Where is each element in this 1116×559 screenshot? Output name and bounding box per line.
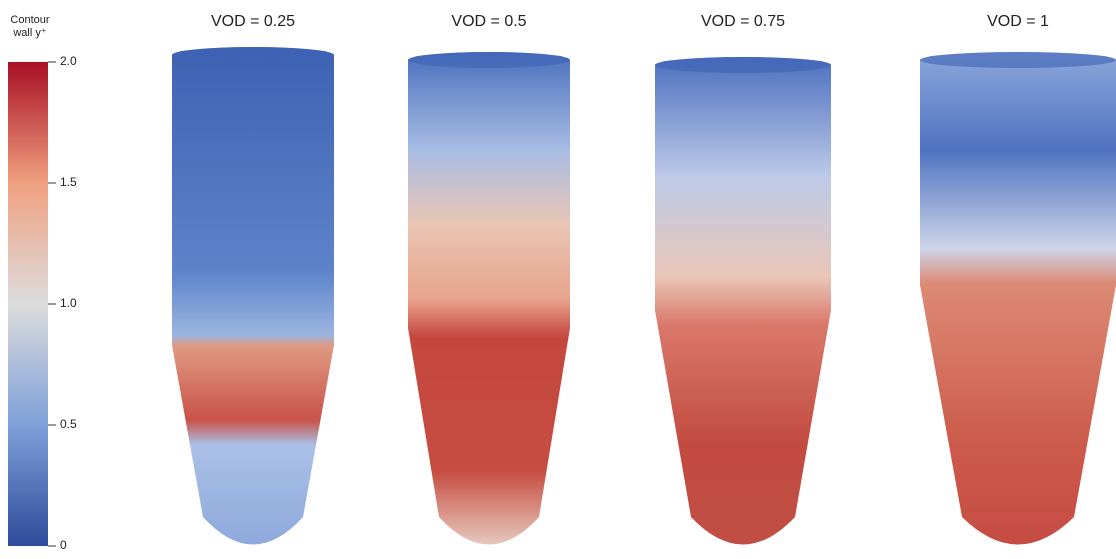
- silo-top: [655, 57, 831, 73]
- silo-top: [920, 52, 1116, 68]
- silo-contour: [408, 52, 570, 545]
- tick-label: 1.5: [60, 175, 77, 189]
- figure: Contour wall y⁺ 0 0.5 1.0 1.5 2.0 VOD = 0.25 V…: [0, 0, 1116, 559]
- silo-contour: [655, 57, 831, 545]
- tick-label: 0.5: [60, 417, 77, 431]
- panel-title: VOD = 0.75: [701, 13, 785, 30]
- colorbar-title: Contour: [10, 14, 49, 26]
- tick-label: 1.0: [60, 296, 77, 310]
- colorbar: [8, 62, 48, 546]
- silo-top: [172, 47, 334, 63]
- silo-contour: [172, 47, 334, 545]
- tick-label: 0: [60, 538, 67, 552]
- silo-contour: [920, 52, 1116, 545]
- colorbar-label: wall y⁺: [12, 27, 47, 39]
- tick-label: 2.0: [60, 54, 77, 68]
- panel-title: VOD = 0.5: [451, 13, 526, 30]
- silo-top: [408, 52, 570, 68]
- panel-title: VOD = 1: [987, 13, 1049, 30]
- panel-title: VOD = 0.25: [211, 13, 295, 30]
